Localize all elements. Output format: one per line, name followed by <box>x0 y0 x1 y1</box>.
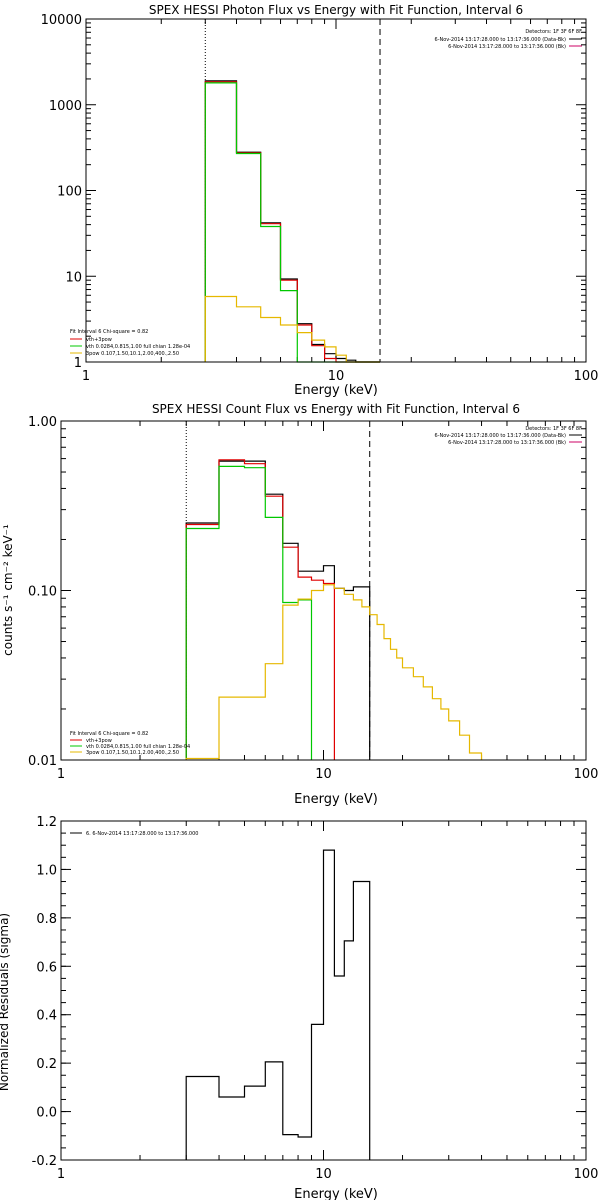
count-flux-legend-vth: vth 0.0284,0.815,1.00 full chian 1.28e-0… <box>86 744 190 750</box>
photon-flux-series-0 <box>204 80 380 363</box>
photon-flux-x-tick-label: 100 <box>574 369 599 384</box>
residuals-y-tick-label: 0.0 <box>36 1106 57 1121</box>
photon-flux-series-2 <box>204 82 380 363</box>
photon-flux-y-tick-label: 10000 <box>41 13 82 28</box>
residuals-y-tick-label: 0.4 <box>36 1009 57 1024</box>
count-flux-detectors-label: Detectors: 1F 3F 6F 8F <box>525 426 582 432</box>
count-flux-fit-label: Fit Interval 6 Chi-square = 0.82 <box>70 731 148 737</box>
count-flux-x-label: Energy (keV) <box>294 792 378 807</box>
count-flux-ticks: 1 10 100 0.01 0.10 1.00 <box>28 415 598 782</box>
residuals-y-tick-label: 0.2 <box>36 1057 57 1072</box>
count-flux-frame <box>60 420 587 761</box>
count-flux-legend-3pow: 3pow 0.107,1.50,10.1,2.00,400.,2.50 <box>86 750 179 756</box>
residuals-legend: 6. 6-Nov-2014 13:17:28.000 to 13:17:36.0… <box>70 831 198 837</box>
photon-flux-title: SPEX HESSI Photon Flux vs Energy with Fi… <box>149 3 523 17</box>
count-flux-legend-data-bk: 6-Nov-2014 13:17:28.000 to 13:17:36.000 … <box>435 433 567 439</box>
residuals-x-label: Energy (keV) <box>294 1187 378 1200</box>
count-flux-y-tick-label: 0.10 <box>28 585 57 600</box>
count-flux-y-tick-label: 0.01 <box>28 754 57 769</box>
residuals-y-tick-label: 0.6 <box>36 960 57 975</box>
count-flux-series-3 <box>185 584 483 760</box>
photon-flux-legend-left: Fit Interval 6 Chi-square = 0.82 vth+3po… <box>70 329 190 357</box>
photon-flux-legend-data-bk: 6-Nov-2014 13:17:28.000 to 13:17:36.000 … <box>435 37 567 43</box>
count-flux-series-2 <box>185 465 313 760</box>
residuals-y-tick-label: 0.8 <box>36 912 57 927</box>
photon-flux-y-tick-label: 1000 <box>49 99 82 114</box>
photon-flux-legend-right: Detectors: 1F 3F 6F 8F 6-Nov-2014 13:17:… <box>435 29 583 50</box>
count-flux-legend-total: vth+3pow <box>86 738 112 744</box>
residuals-y-label: Normalized Residuals (sigma) <box>0 913 11 1091</box>
residuals-x-tick-label: 10 <box>315 1167 332 1182</box>
photon-flux-y-tick-label: 10 <box>65 270 82 285</box>
count-flux-legend-left: Fit Interval 6 Chi-square = 0.82 vth+3po… <box>70 731 190 756</box>
count-flux-title: SPEX HESSI Count Flux vs Energy with Fit… <box>152 402 520 416</box>
count-flux-legend-bk: 6-Nov-2014 13:17:28.000 to 13:17:36.000 … <box>448 440 566 446</box>
residuals-frame <box>60 820 587 1161</box>
residuals-y-tick-label: 1.2 <box>36 815 57 830</box>
count-flux-plot <box>185 421 483 760</box>
residuals-y-tick-label: 1.0 <box>36 863 57 878</box>
photon-flux-panel: SPEX HESSI Photon Flux vs Energy with Fi… <box>41 3 599 398</box>
photon-flux-plot <box>204 19 381 363</box>
residuals-x-tick-label: 1 <box>57 1167 65 1182</box>
residuals-y-tick-label: -0.2 <box>32 1154 57 1169</box>
residuals-plot <box>185 849 371 1160</box>
photon-flux-detectors-label: Detectors: 1F 3F 6F 8F <box>525 29 582 35</box>
count-flux-x-tick-label: 100 <box>574 767 599 782</box>
count-flux-y-label: counts s⁻¹ cm⁻² keV⁻¹ <box>1 524 15 656</box>
photon-flux-series-1 <box>204 81 380 363</box>
photon-flux-legend-3pow: 3pow 0.107,1.50,10.1,2.00,400.,2.50 <box>86 351 179 357</box>
photon-flux-series-3 <box>204 295 380 363</box>
photon-flux-x-tick-label: 1 <box>82 369 90 384</box>
count-flux-panel: SPEX HESSI Count Flux vs Energy with Fit… <box>1 402 598 807</box>
photon-flux-x-tick-label: 10 <box>328 369 345 384</box>
residuals-panel: Energy (keV) Normalized Residuals (sigma… <box>0 815 598 1200</box>
count-flux-series-1 <box>185 459 335 760</box>
count-flux-series-0 <box>185 460 371 760</box>
photon-flux-legend-total: vth+3pow <box>86 337 112 343</box>
residuals-ticks: 1 10 100 -0.2 0.0 0.2 0.4 0.6 0.8 1.0 1.2 <box>32 815 599 1182</box>
count-flux-legend-right: Detectors: 1F 3F 6F 8F 6-Nov-2014 13:17:… <box>435 426 583 446</box>
photon-flux-frame <box>85 18 587 363</box>
photon-flux-fit-label: Fit Interval 6 Chi-square = 0.82 <box>70 329 148 335</box>
count-flux-y-tick-label: 1.00 <box>28 415 57 430</box>
photon-flux-y-tick-label: 1 <box>74 356 82 371</box>
residuals-series-0 <box>185 849 371 1160</box>
photon-flux-y-tick-label: 100 <box>57 185 82 200</box>
photon-flux-legend-bk: 6-Nov-2014 13:17:28.000 to 13:17:36.000 … <box>448 44 566 50</box>
residuals-legend-label: 6. 6-Nov-2014 13:17:28.000 to 13:17:36.0… <box>86 831 198 837</box>
residuals-x-tick-label: 100 <box>574 1167 599 1182</box>
count-flux-x-tick-label: 1 <box>57 767 65 782</box>
photon-flux-legend-vth: vth 0.0284,0.815,1.00 full chian 1.28e-0… <box>86 344 190 350</box>
count-flux-x-tick-label: 10 <box>315 767 332 782</box>
photon-flux-x-label: Energy (keV) <box>294 383 378 398</box>
